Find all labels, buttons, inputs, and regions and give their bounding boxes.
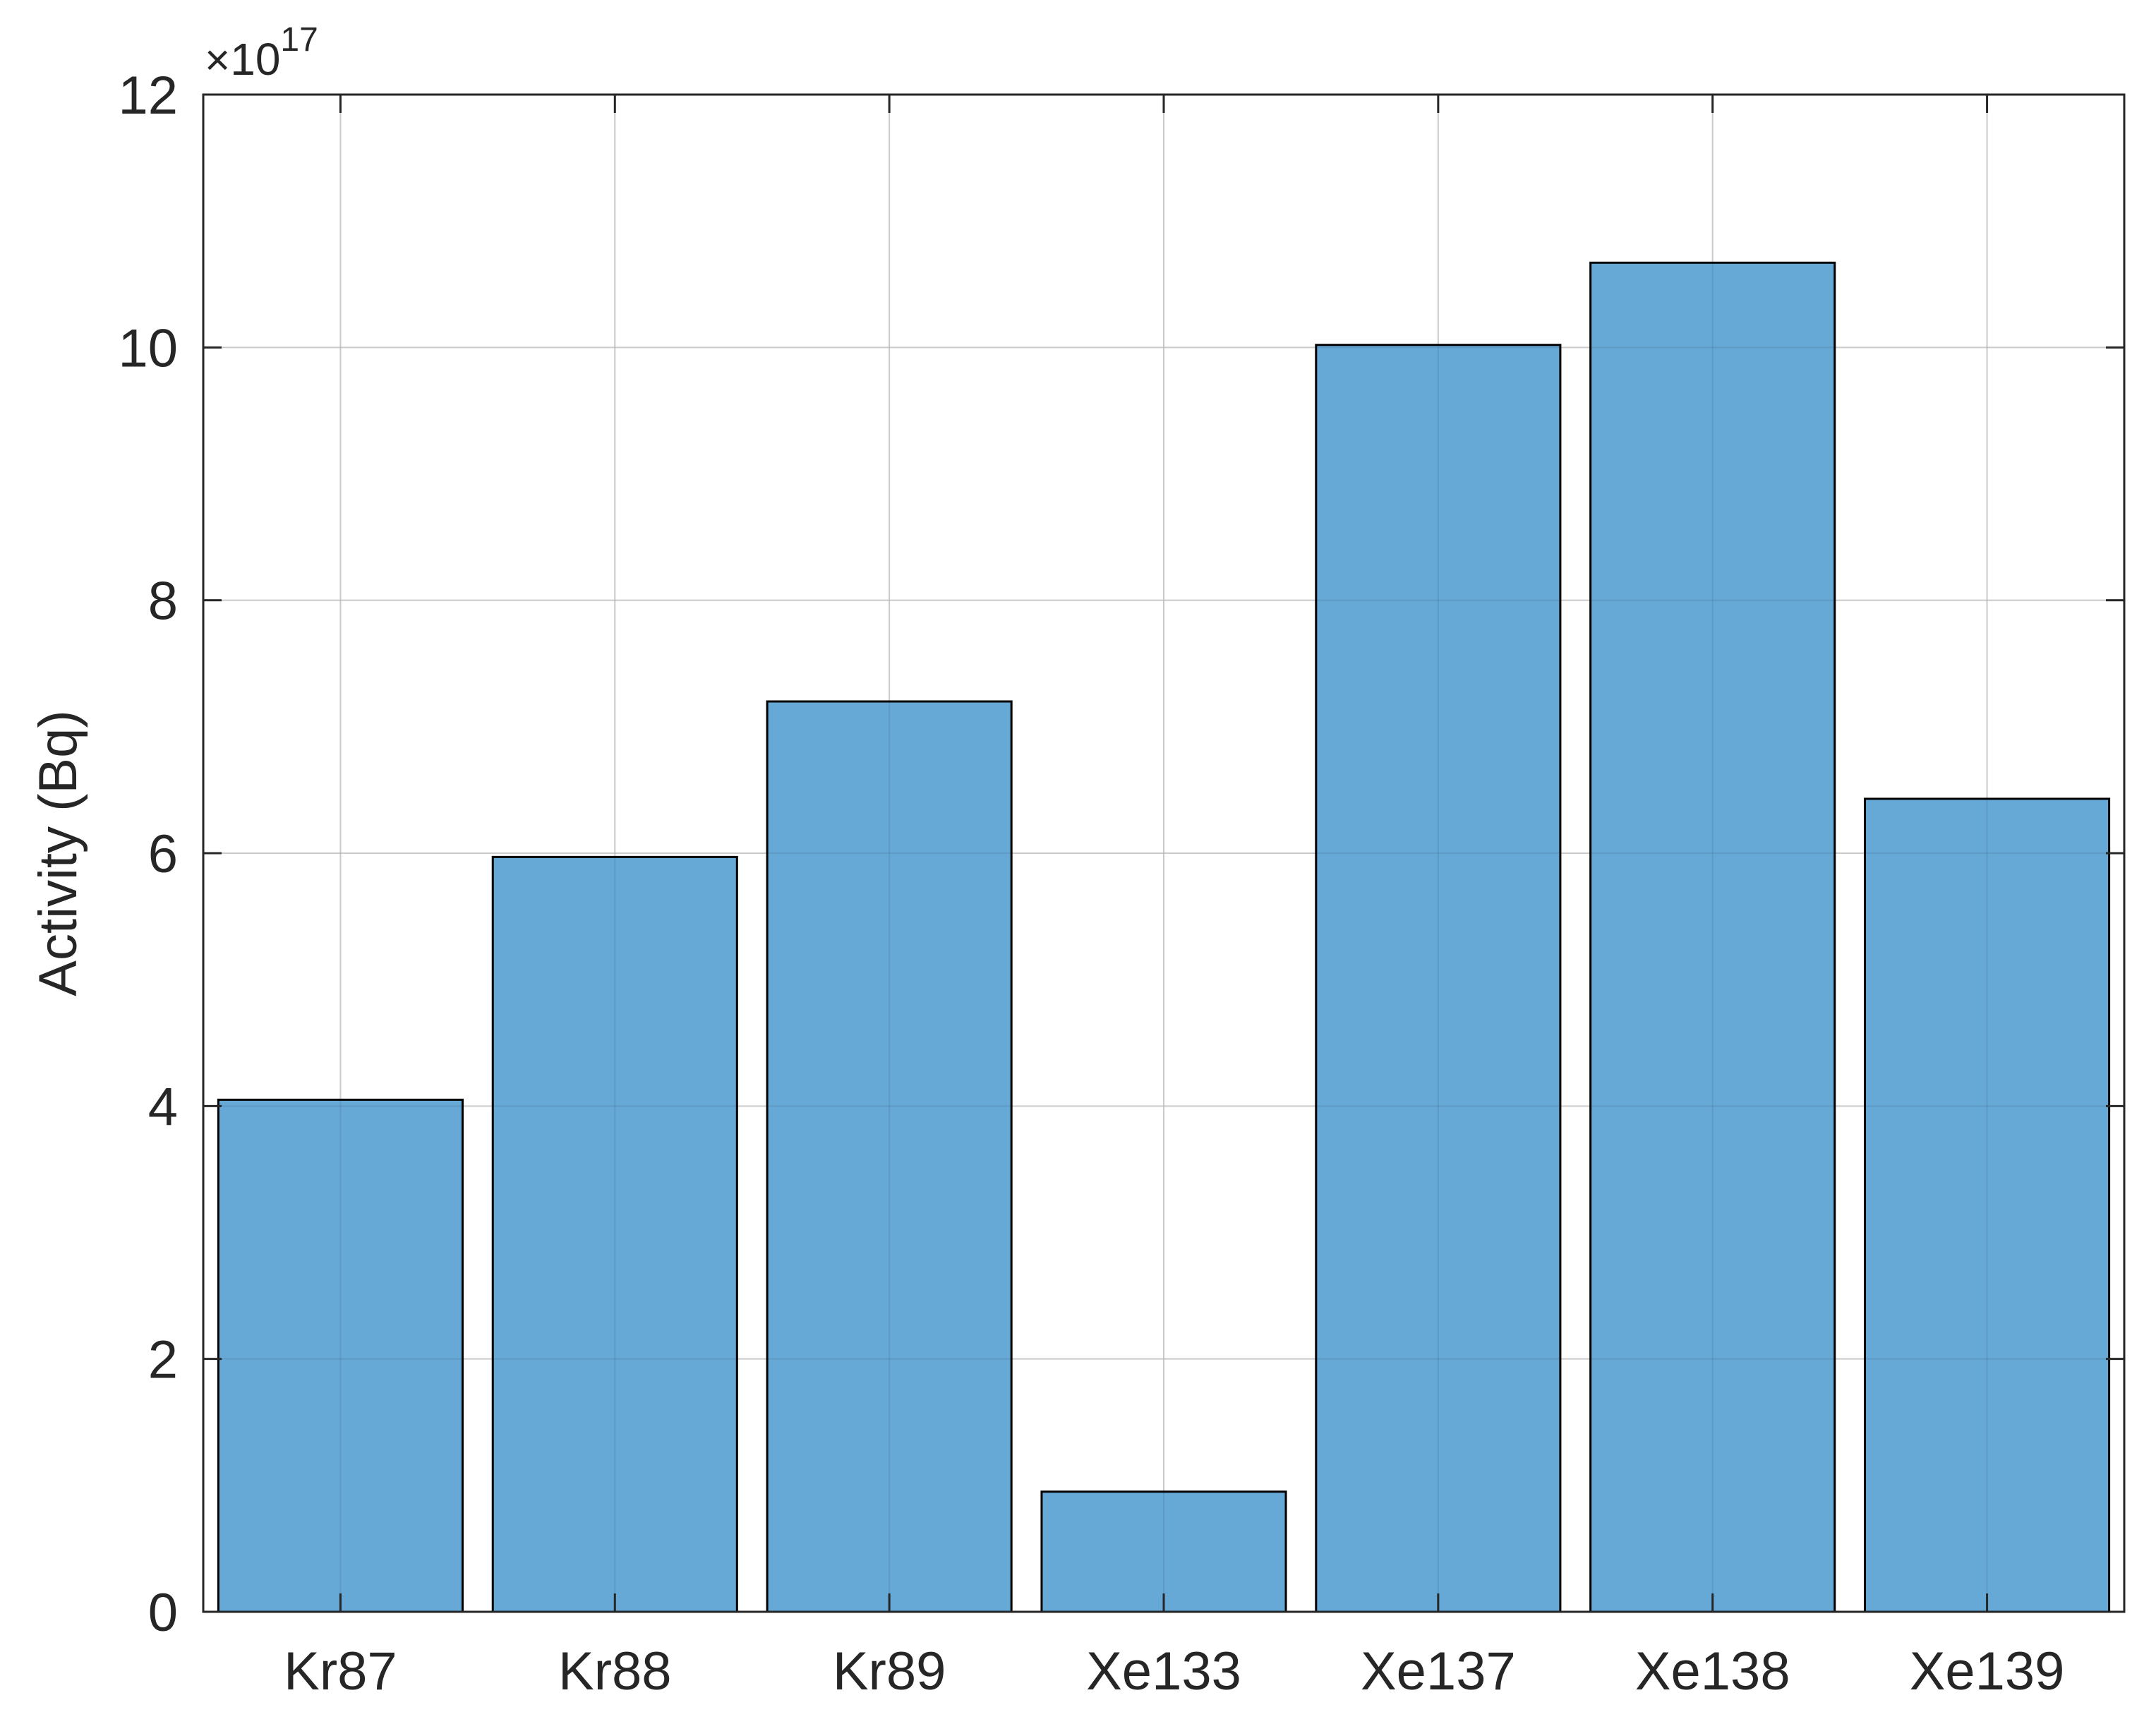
y-tick-label: 4 bbox=[148, 1077, 178, 1137]
bar-kr87 bbox=[217, 1098, 464, 1613]
y-tick-label: 0 bbox=[148, 1583, 178, 1643]
bar-xe137 bbox=[1315, 344, 1562, 1613]
bar-xe133 bbox=[1040, 1490, 1287, 1613]
bar-kr88 bbox=[491, 855, 738, 1613]
x-tick-label: Kr89 bbox=[833, 1641, 946, 1701]
y-tick-label: 2 bbox=[148, 1330, 178, 1390]
x-tick-label: Xe133 bbox=[1086, 1641, 1241, 1701]
x-tick-label: Xe139 bbox=[1910, 1641, 2065, 1701]
x-tick-label: Kr87 bbox=[284, 1641, 397, 1701]
axes bbox=[202, 93, 2126, 1613]
x-tick-label: Kr88 bbox=[558, 1641, 672, 1701]
multiplier-exponent: 17 bbox=[280, 21, 318, 59]
y-axis-label: Activity (Bq) bbox=[28, 710, 88, 996]
multiplier-sign: × bbox=[205, 36, 230, 85]
y-tick-label: 6 bbox=[148, 824, 178, 884]
bars bbox=[203, 95, 2124, 1613]
bar-xe139 bbox=[1864, 797, 2111, 1613]
y-axis-multiplier: ×1017 bbox=[205, 21, 318, 85]
bar-kr89 bbox=[766, 700, 1013, 1613]
y-tick-label: 12 bbox=[118, 66, 178, 126]
y-tick-label: 8 bbox=[148, 572, 178, 632]
y-tick-label: 10 bbox=[118, 318, 178, 378]
x-tick-label: Xe137 bbox=[1361, 1641, 1516, 1701]
x-tick-label: Xe138 bbox=[1635, 1641, 1790, 1701]
multiplier-base: 10 bbox=[230, 34, 280, 85]
